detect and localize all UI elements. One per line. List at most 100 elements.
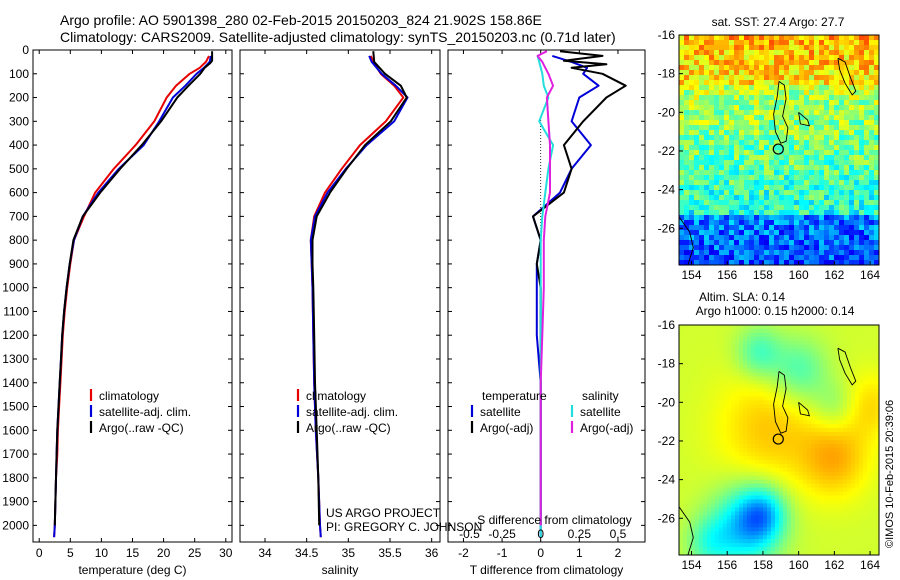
map-cell (719, 436, 724, 441)
map-cell (799, 65, 805, 71)
map-cell (819, 90, 825, 96)
map-cell (734, 105, 740, 111)
map-cell (747, 348, 752, 354)
map-cell (709, 55, 715, 61)
map-cell (819, 463, 824, 469)
map-cell (729, 145, 735, 151)
map-cell (759, 356, 764, 362)
map-cell (679, 547, 684, 552)
map-cell (849, 45, 855, 51)
map-cell (829, 115, 835, 121)
map-cell (807, 428, 812, 433)
map-cell (839, 416, 844, 421)
map-cell (727, 340, 732, 346)
map-cell (724, 155, 730, 161)
map-cell (849, 80, 855, 86)
map-cell (775, 412, 780, 417)
map-cell (747, 523, 752, 528)
map-cell (755, 527, 760, 532)
map-cell (779, 428, 784, 433)
map-cell (823, 467, 828, 473)
map-cell (764, 210, 770, 216)
map-cell (691, 527, 696, 532)
plot-frame (447, 49, 646, 543)
map-cell (739, 479, 744, 485)
map-cell (775, 328, 780, 334)
map-cell (711, 475, 716, 481)
map-cell (859, 432, 864, 437)
map-cell (691, 400, 696, 405)
map-cell (855, 384, 860, 389)
map-cell (771, 412, 776, 417)
map-cell (759, 380, 764, 385)
map-cell (779, 220, 785, 226)
map-cell (699, 325, 704, 330)
map-cell (764, 95, 770, 101)
map-cell (829, 125, 835, 131)
map-cell (695, 396, 700, 401)
map-cell (683, 376, 688, 381)
map-cell (844, 170, 850, 176)
map-cell (767, 475, 772, 481)
map-cell (783, 332, 788, 338)
map-cell (867, 451, 872, 457)
map-cell (775, 408, 780, 413)
map-cell (791, 527, 796, 532)
map-cell (719, 215, 725, 221)
map-cell (794, 260, 800, 266)
map-cell (779, 225, 785, 231)
map-cell (823, 499, 828, 504)
map-cell (839, 60, 845, 66)
y-tick-label: 300 (9, 114, 29, 128)
map-cell (679, 80, 685, 86)
map-cell (689, 120, 695, 126)
map-cell (784, 120, 790, 126)
map-cell (784, 255, 790, 261)
map-cell (729, 50, 735, 56)
map-cell (831, 543, 836, 548)
map-cell (839, 325, 844, 330)
map-cell (799, 195, 805, 201)
map-cell (824, 250, 830, 256)
map-cell (784, 170, 790, 176)
map-cell (789, 185, 795, 191)
map-cell (827, 535, 832, 540)
map-cell (843, 495, 848, 500)
map-cell (875, 376, 880, 381)
map-cell (759, 459, 764, 465)
map-cell (871, 412, 876, 417)
map-cell (739, 235, 745, 241)
map-cell (739, 95, 745, 101)
map-cell (789, 85, 795, 91)
map-cell (795, 459, 800, 465)
map-cell (759, 55, 765, 61)
map-cell (799, 380, 804, 385)
map-cell (704, 165, 710, 171)
map-cell (795, 408, 800, 413)
map-cell (824, 240, 830, 246)
map-cell (843, 388, 848, 393)
map-cell (695, 424, 700, 429)
map-cell (734, 55, 740, 61)
map-cell (699, 145, 705, 151)
map-cell (795, 455, 800, 461)
map-cell (829, 65, 835, 71)
map-cell (791, 519, 796, 524)
map-cell (734, 35, 740, 41)
map-cell (771, 459, 776, 465)
map-cell (731, 340, 736, 346)
map-cell (839, 155, 845, 161)
map-cell (851, 332, 856, 338)
map-cell (739, 432, 744, 437)
map-cell (774, 180, 780, 186)
map-cell (687, 325, 692, 330)
map-cell (783, 467, 788, 473)
map-cell (711, 325, 716, 330)
map-cell (807, 547, 812, 552)
map-cell (829, 165, 835, 171)
map-cell (727, 360, 732, 366)
map-cell (863, 408, 868, 413)
map-cell (747, 344, 752, 350)
map-cell (871, 455, 876, 461)
map-cell (684, 120, 690, 126)
